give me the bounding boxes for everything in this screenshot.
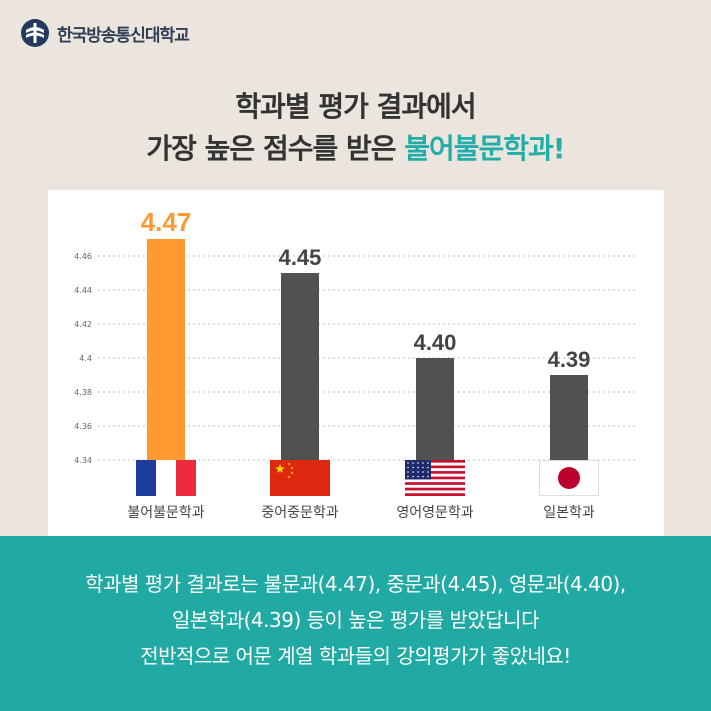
y-tick-label: 4.38 bbox=[74, 388, 92, 397]
summary-text: 학과별 평가 결과로는 불문과(4.47), 중문과(4.45), 영문과(4.… bbox=[0, 566, 711, 674]
logo-text: 한국방송통신대학교 bbox=[57, 25, 190, 46]
title-line-2-prefix: 가장 높은 점수를 받은 bbox=[146, 132, 405, 165]
france-flag-icon bbox=[136, 460, 196, 496]
category-label: 일본학과 bbox=[543, 505, 595, 521]
bar bbox=[550, 375, 588, 460]
data-label: 4.39 bbox=[548, 347, 591, 372]
y-tick-label: 4.4 bbox=[79, 354, 92, 363]
category-label: 중어중문학과 bbox=[261, 505, 338, 521]
summary-line-1: 학과별 평가 결과로는 불문과(4.47), 중문과(4.45), 영문과(4.… bbox=[85, 572, 626, 596]
category-label: 영어영문학과 bbox=[396, 505, 473, 521]
summary-panel: 학과별 평가 결과로는 불문과(4.47), 중문과(4.45), 영문과(4.… bbox=[0, 536, 711, 711]
page-title: 학과별 평가 결과에서 가장 높은 점수를 받은 불어불문학과! bbox=[0, 86, 711, 170]
category-label: 불어불문학과 bbox=[127, 505, 204, 521]
usa-flag-icon bbox=[405, 460, 465, 496]
bar bbox=[281, 273, 319, 460]
y-tick-label: 4.34 bbox=[74, 456, 92, 465]
summary-line-2: 일본학과(4.39) 등이 높은 평가를 받았답니다 bbox=[172, 608, 539, 632]
bar bbox=[416, 358, 454, 460]
japan-flag-icon bbox=[539, 460, 599, 496]
title-line-1: 학과별 평가 결과에서 bbox=[235, 90, 476, 123]
bar bbox=[147, 239, 185, 460]
chart-card: 4.34 4.36 4.38 4.4 4.42 4.44 4.46 4.47 불어불문학과 4.4… bbox=[48, 190, 664, 550]
bar-chart: 4.34 4.36 4.38 4.4 4.42 4.44 4.46 4.47 불어불문학과 4.4… bbox=[74, 207, 636, 521]
y-tick-label: 4.42 bbox=[74, 320, 92, 329]
y-tick-label: 4.36 bbox=[74, 422, 92, 431]
y-tick-label: 4.44 bbox=[74, 286, 92, 295]
china-flag-icon bbox=[270, 460, 330, 496]
data-label: 4.40 bbox=[414, 330, 457, 355]
summary-line-3: 전반적으로 어문 계열 학과들의 강의평가가 좋았네요! bbox=[140, 644, 571, 668]
title-line-2: 가장 높은 점수를 받은 불어불문학과! bbox=[0, 128, 711, 170]
university-emblem-icon bbox=[21, 19, 49, 47]
title-highlight: 불어불문학과! bbox=[404, 132, 565, 165]
data-label: 4.45 bbox=[279, 245, 322, 270]
y-tick-label: 4.46 bbox=[74, 252, 92, 261]
logo: 한국방송통신대학교 bbox=[20, 17, 190, 49]
data-label: 4.47 bbox=[141, 207, 192, 237]
